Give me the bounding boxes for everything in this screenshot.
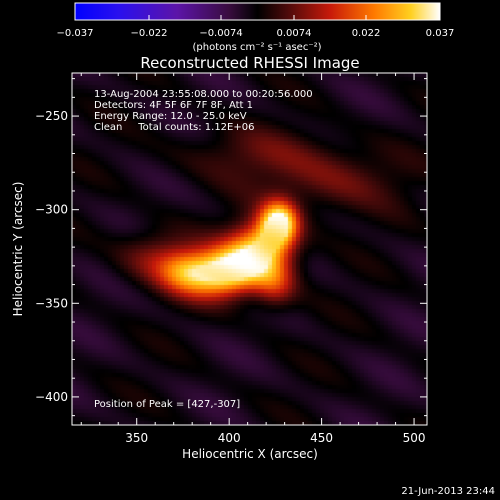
x-tick-label: 400 xyxy=(218,431,241,445)
annotation-clean-counts: Clean Total counts: 1.12E+06 xyxy=(94,122,254,133)
y-tick-label: −300 xyxy=(35,203,68,217)
y-axis-label: Heliocentric Y (arcsec) xyxy=(11,182,25,317)
colorbar-tick-label: −0.0074 xyxy=(199,28,242,39)
colorbar-tick-label: −0.022 xyxy=(130,28,167,39)
y-tick-label: −250 xyxy=(35,109,68,123)
heatmap-image xyxy=(72,73,427,425)
colorbar-units-label: (photons cm⁻² s⁻¹ asec⁻²) xyxy=(192,42,321,53)
footer-timestamp: 21-Jun-2013 23:44 xyxy=(401,486,495,497)
x-tick-label: 350 xyxy=(125,431,148,445)
x-axis: 350 400 450 500 xyxy=(80,73,426,445)
peak-position-label: Position of Peak = [427,-307] xyxy=(94,399,240,410)
y-tick-label: −350 xyxy=(35,296,68,310)
annotation-energy-range: Energy Range: 12.0 - 25.0 keV xyxy=(94,111,247,122)
y-axis: −250 −300 −350 −400 xyxy=(35,78,427,417)
x-tick-label: 500 xyxy=(403,431,426,445)
colorbar-tick-label: 0.022 xyxy=(352,28,381,39)
plot-frame xyxy=(71,72,428,426)
y-tick-label: −400 xyxy=(35,390,68,404)
x-tick-label: 450 xyxy=(310,431,333,445)
colorbar-tick-label: −0.037 xyxy=(56,28,93,39)
colorbar-ticks: −0.037 −0.022 −0.0074 0.0074 0.022 0.037 xyxy=(56,15,454,39)
x-axis-label: Heliocentric X (arcsec) xyxy=(182,447,318,461)
chart-title: Reconstructed RHESSI Image xyxy=(140,54,359,72)
heatmap-container xyxy=(72,73,427,425)
annotation-detectors: Detectors: 4F 5F 6F 7F 8F, Att 1 xyxy=(94,100,253,111)
colorbar: −0.037 −0.022 −0.0074 0.0074 0.022 0.037 (pho… xyxy=(56,2,454,53)
annotation-time-range: 13-Aug-2004 23:55:08.000 to 00:20:56.000 xyxy=(94,89,313,100)
colorbar-tick-label: 0.0074 xyxy=(277,28,312,39)
colorbar-gradient xyxy=(74,2,441,21)
colorbar-tick-label: 0.037 xyxy=(426,28,455,39)
